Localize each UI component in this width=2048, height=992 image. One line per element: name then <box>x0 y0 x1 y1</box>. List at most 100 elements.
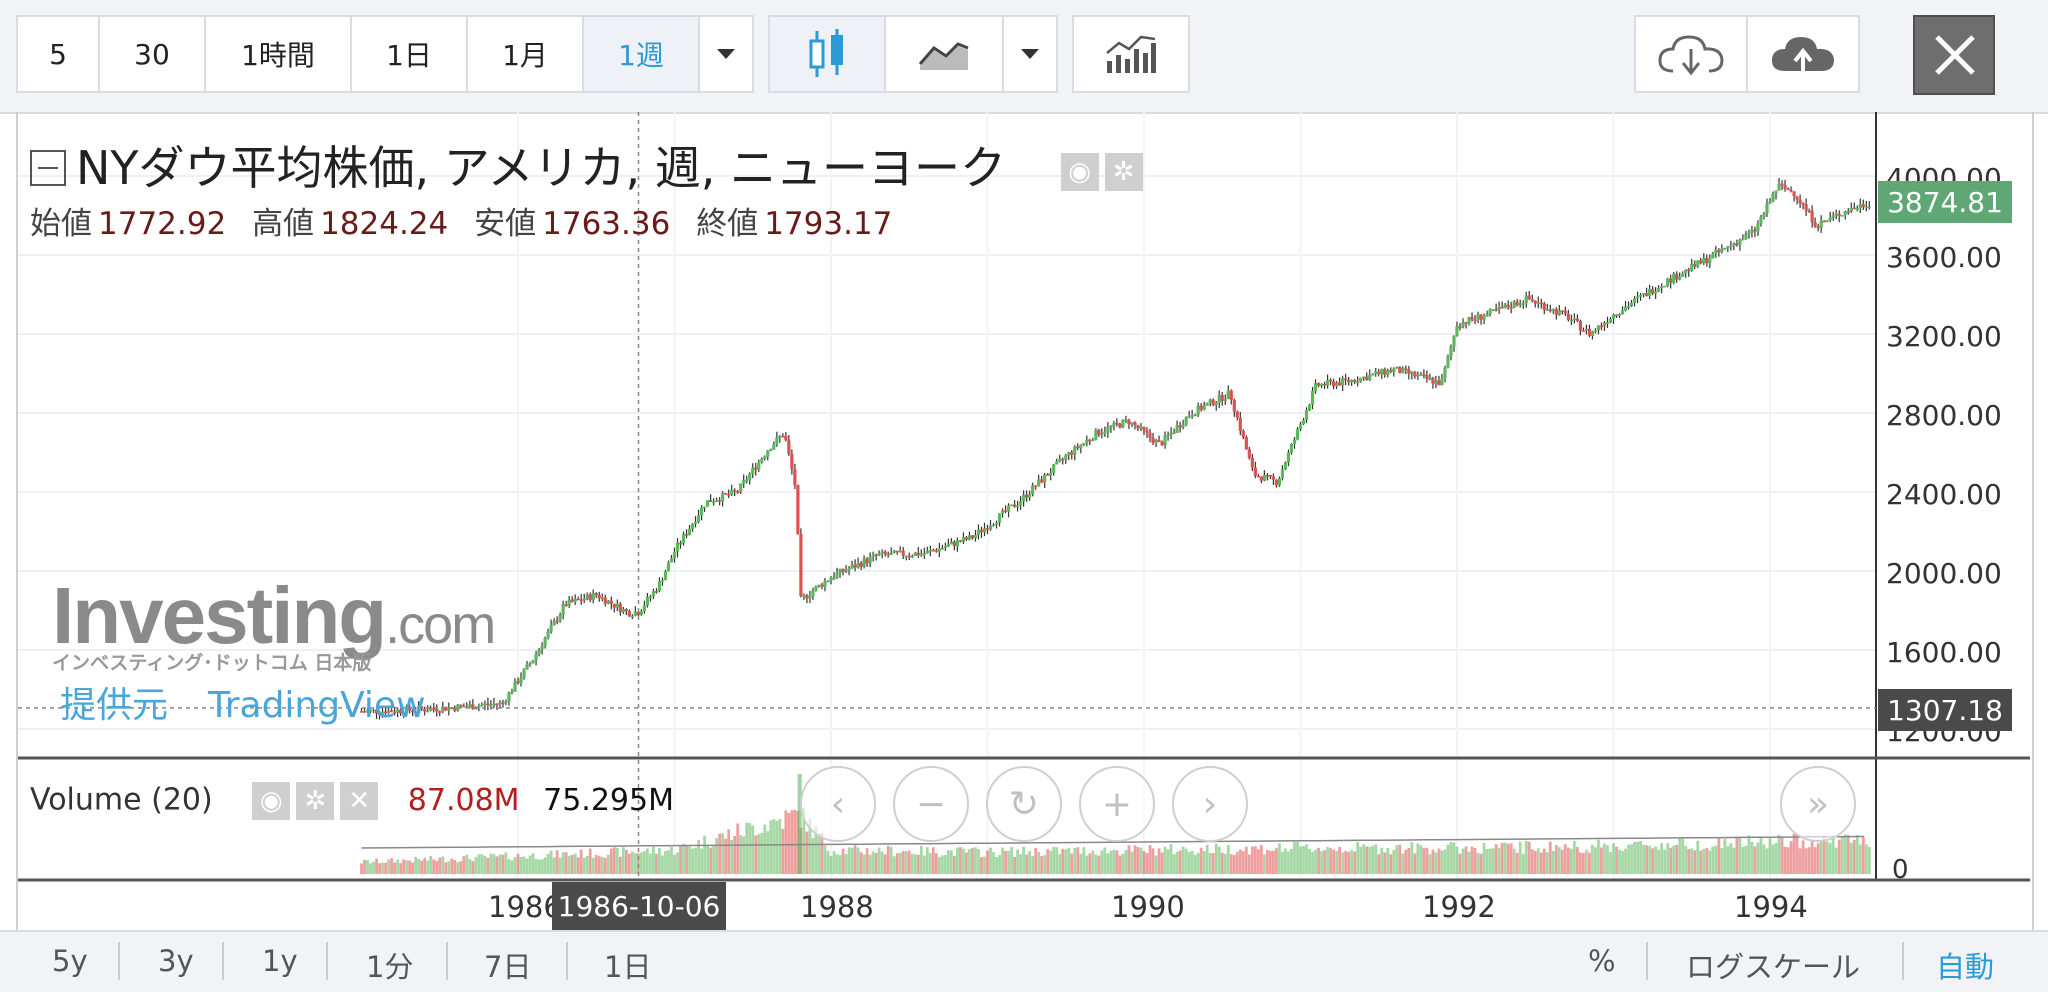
auto-scale-button[interactable]: 自動 <box>1936 950 1995 984</box>
cloud-download-icon <box>1658 35 1724 76</box>
candle-body <box>1169 432 1173 435</box>
volume-bar <box>772 819 776 874</box>
candle-body <box>802 595 806 597</box>
volume-bar <box>1434 852 1438 874</box>
volume-bar <box>998 855 1001 874</box>
candle-body <box>763 456 767 459</box>
candle-body <box>1608 318 1613 323</box>
candle-body <box>393 711 397 714</box>
range-7d-button[interactable]: 7日 <box>484 950 532 984</box>
interval-dropdown-button[interactable] <box>698 15 754 93</box>
gear-icon[interactable]: ✲ <box>1104 152 1143 191</box>
scroll-right-button[interactable]: › <box>1172 766 1248 842</box>
chart-type-dropdown-button[interactable] <box>1002 15 1058 93</box>
volume-bar <box>1070 853 1074 874</box>
eye-icon[interactable]: ◉ <box>1060 152 1099 191</box>
candle-body <box>1202 405 1206 410</box>
volume-bar <box>1172 854 1176 874</box>
volume-bar <box>1768 838 1772 874</box>
interval-1m-button[interactable]: 1月 <box>466 15 584 93</box>
volume-bar <box>1262 854 1266 874</box>
volume-bar <box>1217 846 1221 874</box>
candle-body <box>1325 380 1330 386</box>
volume-bar <box>1247 854 1251 874</box>
volume-zero-label: 0 <box>1892 855 1909 885</box>
candle-body <box>1012 504 1017 508</box>
volume-bar <box>811 838 815 874</box>
collapse-legend-icon[interactable] <box>30 149 66 186</box>
candle-body <box>1398 366 1402 374</box>
volume-bar <box>615 847 619 874</box>
interval-5-button[interactable]: 5 <box>16 15 100 93</box>
range-1d-button[interactable]: 1日 <box>604 950 652 984</box>
save-chart-button[interactable] <box>1746 15 1860 93</box>
provider-credit[interactable]: 提供元 TradingView <box>60 676 426 728</box>
candle-body <box>1660 286 1664 288</box>
volume-bar <box>775 820 779 874</box>
candle-body <box>823 581 827 587</box>
zoom-in-button[interactable]: + <box>1079 766 1155 842</box>
candle-body <box>1022 494 1026 502</box>
crosshair-date-tag: 1986-10-06 <box>552 882 726 930</box>
price-chart[interactable]: 4000.003600.003200.002800.002400.002000.… <box>0 0 2048 930</box>
candle-body <box>706 500 710 507</box>
candle-body <box>1127 419 1131 425</box>
candle-body <box>579 599 583 602</box>
volume-bar <box>1139 847 1143 874</box>
line-chart-button[interactable] <box>884 15 1004 93</box>
candle-body <box>699 507 704 516</box>
candle-body <box>928 549 932 552</box>
log-scale-button[interactable]: ログスケール <box>1686 950 1861 984</box>
candle-body <box>1488 309 1492 315</box>
candle-body <box>1744 234 1748 239</box>
interval-1h-button[interactable]: 1時間 <box>204 15 352 93</box>
volume-bar <box>423 857 427 874</box>
candle-body <box>1708 258 1712 264</box>
candle-body <box>1602 322 1607 326</box>
percent-scale-button[interactable]: % <box>1588 944 1616 978</box>
candle-body <box>1226 390 1230 400</box>
reset-button[interactable]: ↻ <box>986 766 1062 842</box>
volume-bar <box>1407 847 1411 874</box>
volume-bar <box>612 847 616 874</box>
volume-bar <box>1046 849 1050 874</box>
volume-bar <box>1010 847 1013 874</box>
close-button[interactable] <box>1913 15 1995 95</box>
candle-body <box>739 483 743 493</box>
candle-body <box>1365 376 1369 381</box>
candle-body <box>1807 210 1811 212</box>
candle-body <box>1632 298 1637 304</box>
interval-1w-button[interactable]: 1週 <box>582 15 700 93</box>
close-icon[interactable]: ✕ <box>340 782 379 820</box>
zoom-out-button[interactable]: − <box>893 766 969 842</box>
scroll-left-button[interactable]: ‹ <box>800 766 876 842</box>
scroll-to-end-button[interactable]: » <box>1780 766 1856 842</box>
volume-bar <box>850 847 854 874</box>
candlestick-chart-button[interactable] <box>768 15 886 93</box>
indicators-button[interactable] <box>1072 15 1190 93</box>
candle-body <box>1539 302 1543 304</box>
volume-bar <box>706 845 710 874</box>
gear-icon[interactable]: ✲ <box>296 782 335 820</box>
eye-icon[interactable]: ◉ <box>252 782 291 820</box>
volume-bar <box>1166 849 1170 874</box>
candle-body <box>1211 399 1215 406</box>
range-1y-button[interactable]: 1y <box>262 944 298 978</box>
candle-body <box>1452 335 1456 347</box>
candle-body <box>1864 206 1868 209</box>
candle-body <box>1040 479 1044 483</box>
volume-bar <box>1299 846 1302 874</box>
candle-body <box>477 705 481 709</box>
range-5y-button[interactable]: 5y <box>52 944 88 978</box>
provider-link[interactable]: TradingView <box>208 685 426 726</box>
load-chart-button[interactable] <box>1634 15 1748 93</box>
volume-bar <box>1786 847 1790 874</box>
candle-body <box>1097 429 1101 436</box>
volume-bar <box>937 856 941 874</box>
candle-body <box>1702 257 1706 264</box>
candle-body <box>1518 303 1522 306</box>
chart-area[interactable] <box>16 112 2034 930</box>
range-1min-button[interactable]: 1分 <box>366 950 414 984</box>
range-3y-button[interactable]: 3y <box>158 944 194 978</box>
interval-1d-button[interactable]: 1日 <box>350 15 468 93</box>
